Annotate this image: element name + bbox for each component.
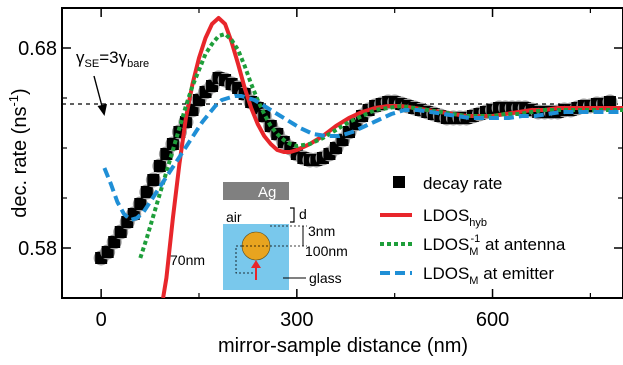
data-point bbox=[134, 198, 147, 210]
d-label: d bbox=[299, 206, 307, 222]
x-axis-title: mirror-sample distance (nm) bbox=[218, 335, 468, 357]
reference-arrow-head bbox=[97, 104, 107, 116]
glass-label: glass bbox=[309, 270, 342, 286]
legend-swatch-decay-rate bbox=[393, 176, 405, 188]
plot-frame bbox=[61, 7, 623, 299]
legend-label-ldos-hyb: LDOShyb bbox=[423, 206, 487, 229]
emitter-arrow-head bbox=[251, 260, 261, 268]
gap-label: 3nm bbox=[308, 223, 335, 239]
legend-label-ldos-emitter: LDOSM at emitter bbox=[423, 264, 554, 287]
ag-mirror bbox=[223, 182, 289, 200]
data-point bbox=[108, 236, 121, 248]
air-label: air bbox=[226, 209, 242, 225]
x-tick-label: 0 bbox=[96, 309, 107, 331]
radius-label: 100nm bbox=[305, 243, 348, 259]
diameter-label: 70nm bbox=[170, 252, 205, 268]
y-axis-title: dec. rate (ns-1) bbox=[6, 88, 31, 217]
diameter-bracket bbox=[235, 245, 258, 274]
reference-label: γSE=3γbare bbox=[76, 48, 149, 70]
reference-line-annotation: γSE=3γbare bbox=[76, 48, 149, 116]
data-point bbox=[603, 96, 616, 108]
x-tick-label: 300 bbox=[280, 309, 313, 331]
series-line-2 bbox=[138, 32, 623, 259]
inset-schematic: Ag air d 3nm 100nm 70nm glass bbox=[170, 182, 348, 290]
series-group bbox=[93, 16, 623, 298]
data-point bbox=[147, 174, 160, 186]
data-point bbox=[153, 160, 166, 172]
ticks-layer: 0 300 600 0.58 0.68 bbox=[18, 8, 623, 331]
y-tick-label: 0.58 bbox=[18, 238, 57, 260]
legend-label-decay-rate: decay rate bbox=[423, 174, 502, 193]
legend-label-ldos-antenna: LDOSM-1 at antenna bbox=[423, 233, 566, 258]
x-tick-label: 600 bbox=[476, 309, 509, 331]
y-tick-label: 0.68 bbox=[18, 38, 57, 60]
series-line-3 bbox=[102, 94, 623, 222]
reference-arrow-shaft bbox=[93, 75, 104, 111]
data-point bbox=[140, 186, 153, 198]
data-point bbox=[101, 246, 114, 258]
legend: decay rate LDOShyb LDOSM-1 at antenna LD… bbox=[380, 174, 566, 287]
series-layer bbox=[93, 16, 623, 298]
data-point bbox=[114, 226, 127, 238]
ag-label: Ag bbox=[258, 184, 276, 201]
d-bracket bbox=[290, 207, 295, 223]
